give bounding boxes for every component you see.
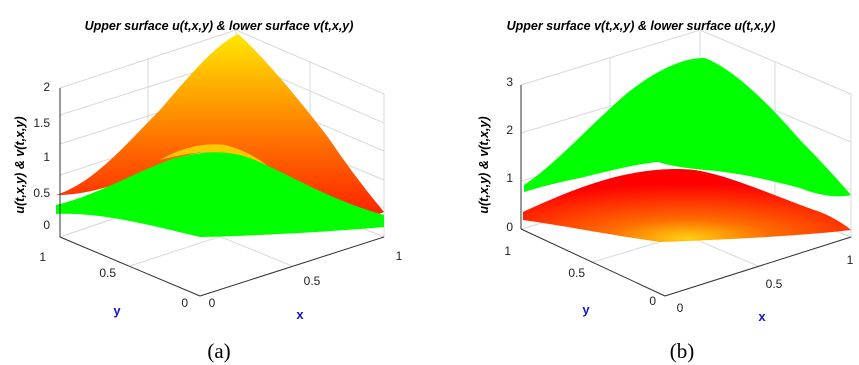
y-tick-label: 0.5 xyxy=(568,266,585,280)
x-tick-label: 0 xyxy=(677,301,684,315)
y-tick-label: 0.5 xyxy=(99,266,116,280)
x-tick-label: 1 xyxy=(396,249,403,263)
z-tick-label: 3 xyxy=(506,75,513,89)
z-axis-label: u(t,x,y) & v(t,x,y) xyxy=(13,116,27,213)
y-axis-label: y xyxy=(582,302,590,317)
x-axis: 0 0.5 1 x xyxy=(199,236,403,322)
z-tick-label: 1 xyxy=(43,150,50,164)
x-tick-label: 0 xyxy=(209,296,216,310)
panel-label: (b) xyxy=(670,339,695,363)
panel-label: (a) xyxy=(207,339,230,363)
x-tick-label: 1 xyxy=(847,253,854,267)
y-tick-label: 1 xyxy=(504,244,511,258)
z-tick-label: 1.5 xyxy=(33,116,50,130)
z-tick-label: 2 xyxy=(506,123,513,137)
z-tick-label: 1 xyxy=(506,171,513,185)
chart-title: Upper surface u(t,x,y) & lower surface v… xyxy=(85,19,354,33)
z-tick-label: 0 xyxy=(506,220,513,234)
y-tick-label: 0 xyxy=(649,294,656,308)
z-axis-label: u(t,x,y) & v(t,x,y) xyxy=(477,116,491,213)
x-axis-label: x xyxy=(296,307,304,322)
z-axis: 0 1 2 3 u(t,x,y) & v(t,x,y) xyxy=(477,75,522,234)
x-axis-label: x xyxy=(758,309,766,324)
z-tick-label: 0 xyxy=(43,218,50,232)
panel-a: Upper surface u(t,x,y) & lower surface v… xyxy=(13,19,403,363)
z-axis: 0 0.5 1 1.5 2 u(t,x,y) & v(t,x,y) xyxy=(13,80,61,237)
lower-surface xyxy=(56,152,384,237)
z-tick-label: 2 xyxy=(43,80,50,94)
upper-surface-ridge xyxy=(160,144,275,172)
y-tick-label: 1 xyxy=(39,250,46,264)
x-tick-label: 0.5 xyxy=(766,277,783,291)
lower-surface xyxy=(523,169,851,242)
panel-b: Upper surface v(t,x,y) & lower surface u… xyxy=(477,19,854,363)
y-axis: 1 0.5 0 y xyxy=(39,236,201,318)
chart-title: Upper surface v(t,x,y) & lower surface u… xyxy=(507,19,776,33)
x-tick-label: 0.5 xyxy=(304,274,321,288)
y-tick-label: 0 xyxy=(181,296,188,310)
x-axis: 0 0.5 1 x xyxy=(664,236,854,324)
y-axis: 1 0.5 0 y xyxy=(504,228,666,317)
y-axis-label: y xyxy=(113,303,121,318)
z-tick-label: 0.5 xyxy=(33,186,50,200)
upper-surface xyxy=(524,57,851,197)
